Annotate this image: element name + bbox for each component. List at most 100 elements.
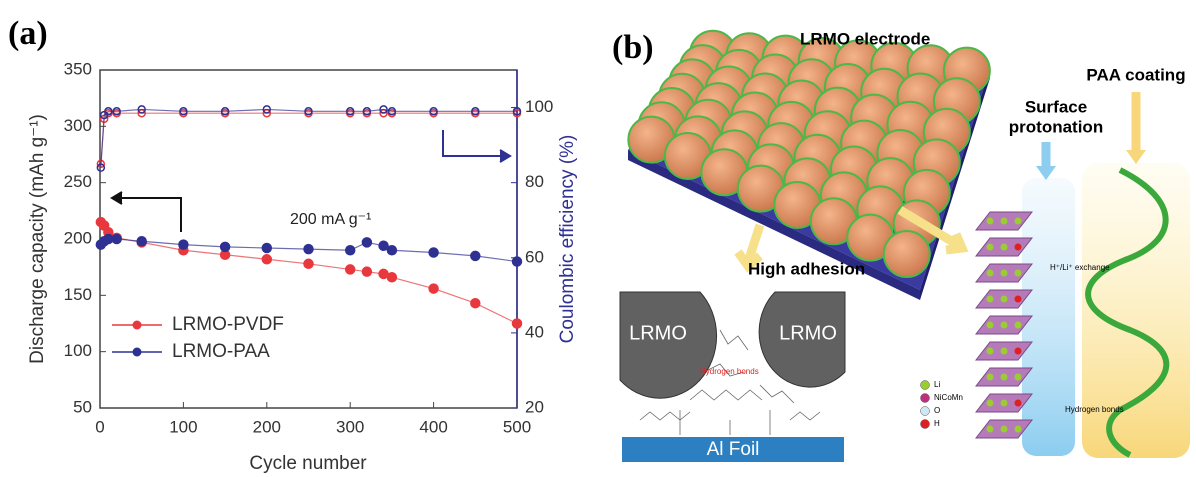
legend-label: LRMO-PAA [172,341,270,362]
atom [987,218,994,225]
legend-marker [921,381,930,390]
atom [987,270,994,277]
data-point [346,246,355,255]
data-point [262,255,271,264]
atom [1015,322,1022,329]
legend-marker [921,394,930,403]
legend-label: Li [934,380,940,389]
data-point [429,284,438,293]
legend-label: NiCoMn [934,393,963,402]
data-point [362,238,371,247]
y2-tick-label: 80 [525,172,544,191]
atom-legend: Li NiCoMn OH [921,380,963,428]
data-point [362,267,371,276]
series-line [101,109,517,167]
atom [1015,296,1022,303]
y-tick-label: 250 [64,172,92,191]
data-point [513,257,522,266]
data-point [112,235,121,244]
plot-frame [100,70,517,408]
atom [987,244,994,251]
panel-label: (a) [8,15,48,52]
particle [884,231,930,277]
exchange-label: H⁺/Li⁺ exchange [1050,263,1110,272]
crystal [976,212,1032,438]
data-point [137,237,146,246]
legend-label: H [934,419,940,428]
atom [987,348,994,355]
x-axis-label: Cycle number [249,453,367,474]
y-tick-label: 100 [64,341,92,360]
atom [1001,270,1008,277]
x-tick-label: 300 [336,417,364,436]
atom [1015,400,1022,407]
data-point [379,241,388,250]
particle-label: LRMO [629,322,687,344]
adhesion-title: High adhesion [748,259,865,278]
bond-label: Hydrogen bonds [700,367,759,376]
atom [987,400,994,407]
data-point [262,244,271,253]
atom [1001,322,1008,329]
x-tick-label: 500 [503,417,531,436]
legend-marker [133,348,142,357]
legend-marker [133,321,142,330]
particle-label: LRMO [779,322,837,344]
atom [1015,218,1022,225]
legend-label: O [934,406,940,415]
foil-label: Al Foil [707,439,760,460]
atom [987,426,994,433]
figure: (a) (b) Cycle number Discharge capacity … [0,0,1196,477]
x-tick-label: 0 [95,417,104,436]
y-tick-label: 350 [64,59,92,78]
y-tick-label: 200 [64,228,92,247]
atom [1015,244,1022,251]
data-point [471,299,480,308]
atom [987,374,994,381]
y2-tick-label: 40 [525,322,544,341]
atom [1001,218,1008,225]
data-point [304,259,313,268]
x-tick-label: 200 [253,417,281,436]
y2-tick-label: 20 [525,397,544,416]
y-axis-label: Discharge capacity (mAh g⁻¹) [27,114,48,364]
atom [1001,296,1008,303]
y-tick-label: 150 [64,285,92,304]
x-tick-label: 100 [169,417,197,436]
coating-label: PAA coating [1086,65,1185,84]
atom [1001,426,1008,433]
data-point [304,245,313,254]
data-point [387,246,396,255]
arrow-head [1036,166,1056,180]
atom [1001,348,1008,355]
data-point [387,273,396,282]
legend-marker [921,420,930,429]
arrow-head [1126,150,1146,164]
data-point [179,240,188,249]
data-point [471,251,480,260]
legend-label: LRMO-PVDF [172,314,284,335]
atom [1001,374,1008,381]
annotation: 200 mA g⁻¹ [290,211,371,228]
protonation-label: protonation [1009,117,1103,136]
y-tick-label: 300 [64,116,92,135]
data-point [221,242,230,251]
atom [987,296,994,303]
y2-tick-label: 100 [525,97,553,116]
y-tick-label: 50 [73,397,92,416]
bond-label: Hydrogen bonds [1065,405,1124,414]
y2-tick-label: 60 [525,247,544,266]
protonation-label: Surface [1025,97,1087,116]
atom [1015,426,1022,433]
y2-axis-label: Coulombic efficiency (%) [557,135,578,344]
data-point [513,319,522,328]
atom [1015,348,1022,355]
panel-label: (b) [612,29,654,66]
atom [987,322,994,329]
legend-marker [921,407,930,416]
data-point [429,248,438,257]
data-point [346,265,355,274]
atom [1001,244,1008,251]
series-line [101,222,517,323]
electrode-label: LRMO electrode [800,29,930,48]
